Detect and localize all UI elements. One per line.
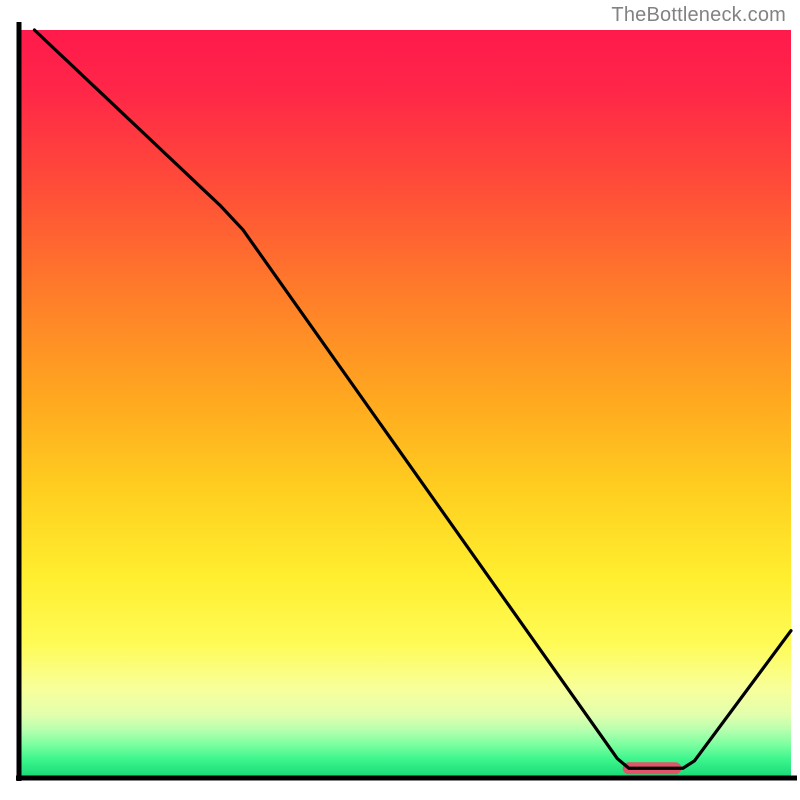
plot-background [19, 30, 791, 778]
watermark-text: TheBottleneck.com [611, 4, 786, 27]
bottleneck-chart [0, 0, 800, 800]
